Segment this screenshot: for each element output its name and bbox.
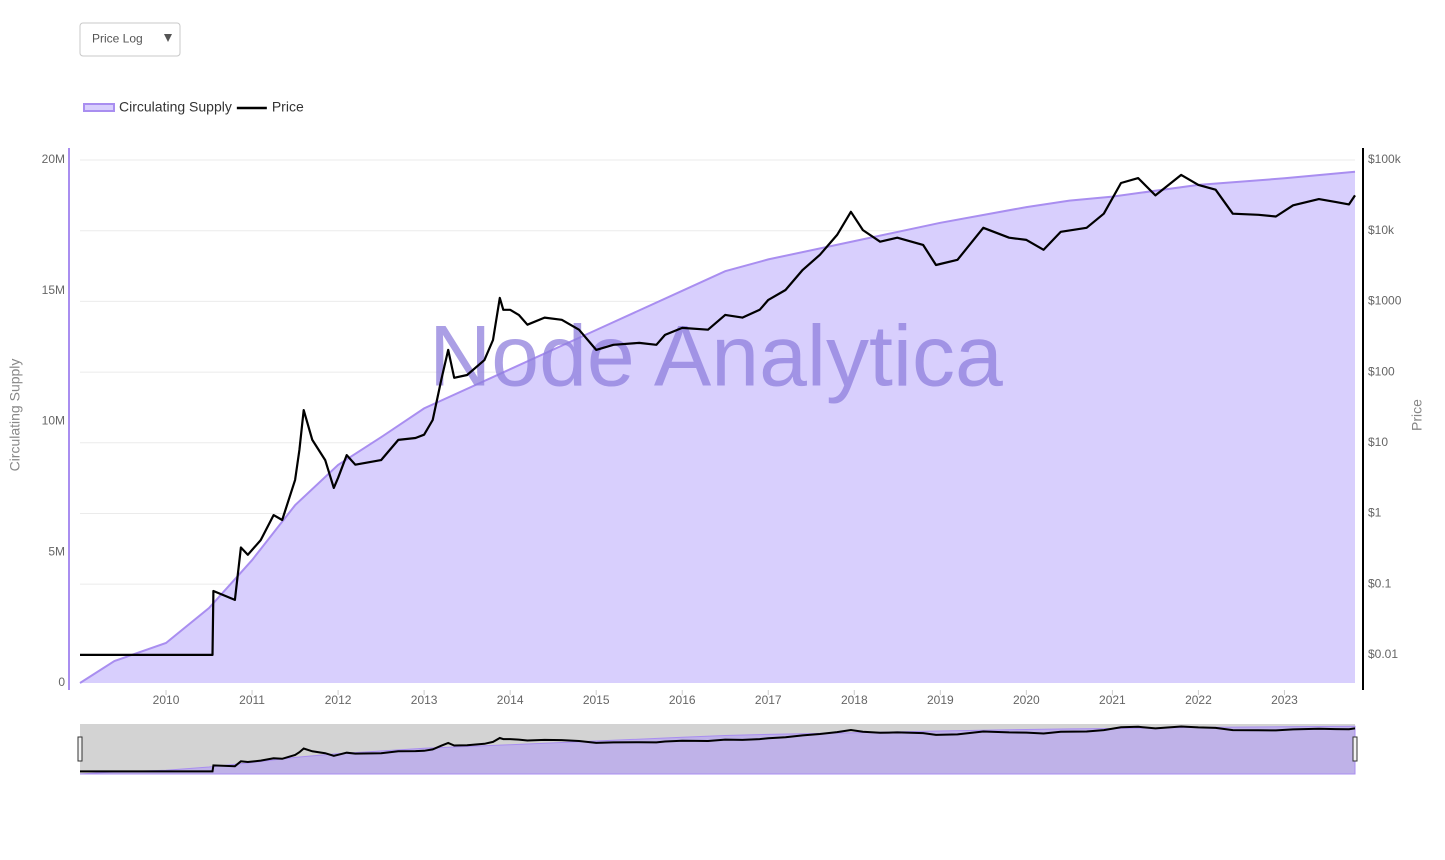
- x-tick-label: 2022: [1185, 693, 1212, 707]
- legend-label: Circulating Supply: [119, 99, 232, 115]
- watermark: Node Analytica: [429, 309, 1003, 405]
- y2-tick-label: $0.01: [1368, 647, 1398, 661]
- dropdown-label: Price Log: [92, 32, 143, 46]
- x-tick-label: 2011: [239, 693, 265, 707]
- dropdown[interactable]: [79, 22, 181, 57]
- y2-tick-label: $10: [1368, 435, 1388, 449]
- area-line: [79, 170, 1356, 684]
- navigator-handle[interactable]: [1352, 736, 1358, 762]
- x-tick-label: 2021: [1099, 693, 1126, 707]
- y-tick-label: 10M: [42, 414, 65, 428]
- x-tick-label: 2019: [927, 693, 954, 707]
- legend-swatch: [83, 103, 115, 112]
- y2-tick-label: $1: [1368, 506, 1382, 520]
- y2-tick-label: $0.1: [1368, 576, 1392, 590]
- y-tick-label: 0: [58, 675, 65, 689]
- y-tick-label: 5M: [48, 544, 65, 558]
- x-tick-label: 2020: [1013, 693, 1040, 707]
- y2-tick-label: $10k: [1368, 223, 1395, 237]
- x-tick-label: 2012: [325, 693, 352, 707]
- x-tick-label: 2016: [669, 693, 696, 707]
- y2-tick-label: $1000: [1368, 294, 1402, 308]
- x-tick-label: 2014: [497, 693, 524, 707]
- y2-tick-label: $100k: [1368, 152, 1402, 166]
- y2-tick-label: $100: [1368, 364, 1395, 378]
- legend-item[interactable]: Circulating Supply: [83, 99, 232, 115]
- price-line: [80, 173, 1356, 656]
- x-tick-label: 2017: [755, 693, 782, 707]
- x-tick-label: 2010: [153, 693, 180, 707]
- y2-axis-title: Price: [1409, 399, 1425, 431]
- legend-item[interactable]: Price: [236, 99, 304, 115]
- x-tick-label: 2013: [411, 693, 438, 707]
- x-tick-label: 2018: [841, 693, 868, 707]
- area-fill: [80, 171, 1355, 684]
- y-tick-label: 20M: [42, 152, 65, 166]
- y-tick-label: 15M: [42, 283, 65, 297]
- legend-label: Price: [272, 99, 304, 115]
- x-tick-label: 2023: [1271, 693, 1298, 707]
- y-axis-title: Circulating Supply: [7, 359, 23, 472]
- x-tick-label: 2015: [583, 693, 610, 707]
- navigator-handle[interactable]: [77, 736, 83, 762]
- dropdown-arrow: [164, 34, 172, 42]
- navigator-line: [80, 725, 1356, 773]
